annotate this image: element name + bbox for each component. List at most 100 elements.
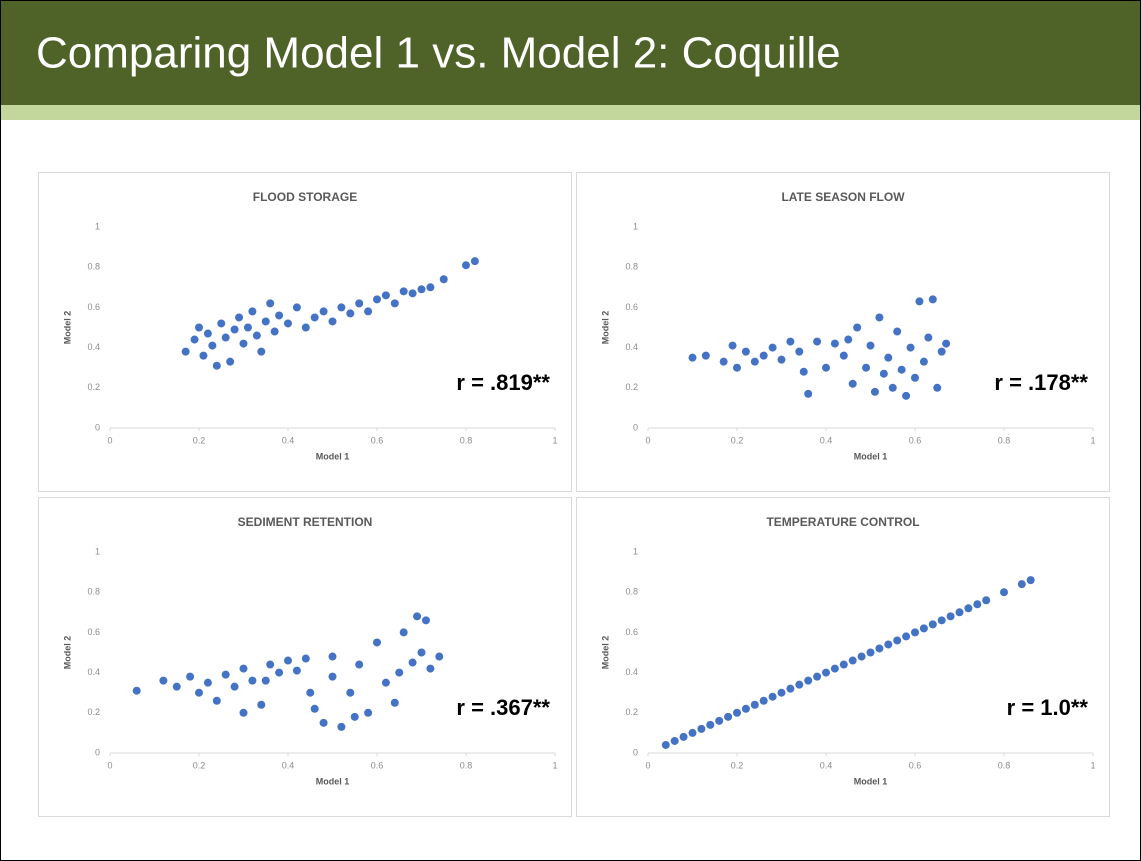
scatter-point [435,652,444,661]
scatter-point [381,678,390,687]
scatter-point [226,357,235,366]
scatter-point [697,724,706,733]
scatter-point [417,648,426,657]
chart-title: FLOOD STORAGE [253,190,357,204]
scatter-point [733,363,741,372]
scatter-point [364,708,373,717]
x-tick-label: 0.6 [371,760,384,770]
scatter-point [911,628,919,637]
scatter-point [132,686,141,695]
scatter-point [203,329,212,338]
x-tick-label: 0 [645,760,650,770]
scatter-point [777,355,786,364]
scatter-point [875,644,884,653]
scatter-point [337,722,346,731]
scatter-point [462,261,470,270]
scatter-point [399,628,408,637]
scatter-point [715,716,724,725]
annotation: r = .178** [994,370,1088,395]
scatter-point [973,600,982,609]
scatter-point [759,696,768,705]
x-tick-label: 0.8 [460,435,473,445]
chart-panel: FLOOD STORAGE 0 0.2 0.4 0.6 0.8 1 0 0.2 0.4 0.6 0.8… [38,172,572,492]
scatter-point [848,656,857,665]
scatter-point [292,666,301,675]
scatter-point [319,307,328,316]
scatter-point [893,636,902,645]
scatter-point [853,323,862,332]
y-tick-label: 0.6 [87,627,100,637]
scatter-point [239,708,248,717]
scatter-point [795,347,804,356]
scatter-point [822,363,830,372]
scatter-point [1026,576,1035,585]
scatter-point [919,624,928,633]
x-axis-label: Model 1 [854,776,888,786]
scatter-point [346,688,355,697]
scatter-point [399,287,408,296]
scatter-point [355,299,364,308]
scatter-point [408,289,417,298]
scatter-point [306,688,315,697]
scatter-point [292,303,301,312]
scatter-point [310,313,319,322]
x-tick-label: 0 [645,435,650,445]
scatter-point [310,704,319,713]
scatter-point [688,353,697,362]
scatter-point [848,379,857,388]
panel-border [576,497,1110,817]
scatter-point [839,660,848,669]
scatter-point [706,720,715,729]
scatter-point [284,319,292,328]
y-tick-label: 1 [95,221,100,231]
scatter-point [186,672,195,681]
scatter-point [355,660,364,669]
scatter-point [964,604,973,613]
scatter-point [813,672,822,681]
x-tick-label: 1 [552,435,557,445]
scatter-point [190,335,199,344]
x-tick-label: 0.2 [193,760,206,770]
scatter-point [221,670,230,679]
scatter-point [381,291,390,300]
scatter-point [195,323,203,332]
y-axis-label: Model 2 [600,636,610,670]
scatter-point [328,672,337,681]
scatter-point [252,331,261,340]
panel-border [576,172,1110,492]
scatter-point [275,311,284,320]
scatter-point [830,339,839,348]
y-tick-label: 0.6 [87,302,100,312]
scatter-point [928,295,937,304]
scatter-point [870,387,879,396]
scatter-point [217,319,226,328]
x-tick-label: 0.4 [820,760,833,770]
y-tick-label: 0.4 [87,342,100,352]
scatter-point [928,620,937,629]
y-axis-label: Model 2 [62,636,72,670]
scatter-point [728,341,737,350]
scatter-point [257,347,266,356]
scatter-point [942,339,951,348]
chart-title: SEDIMENT RETENTION [238,515,373,529]
scatter-point [235,313,244,322]
y-tick-label: 0.8 [625,587,638,597]
scatter-point [875,313,884,322]
scatter-point [195,688,203,697]
y-tick-label: 0 [633,422,638,432]
y-tick-label: 0.8 [87,262,100,272]
scatter-point [470,257,479,266]
scatter-point [203,678,212,687]
x-tick-label: 0 [107,435,112,445]
y-axis-label: Model 2 [600,311,610,345]
chart-title: LATE SEASON FLOW [781,190,905,204]
y-tick-label: 0.6 [625,627,638,637]
scatter-point [866,341,875,350]
scatter-point [844,335,853,344]
scatter-point [230,682,239,691]
y-tick-label: 0.2 [87,707,100,717]
scatter-point [390,698,399,707]
scatter-point [857,652,866,661]
scatter-point [750,700,759,709]
scatter-point [284,656,292,665]
